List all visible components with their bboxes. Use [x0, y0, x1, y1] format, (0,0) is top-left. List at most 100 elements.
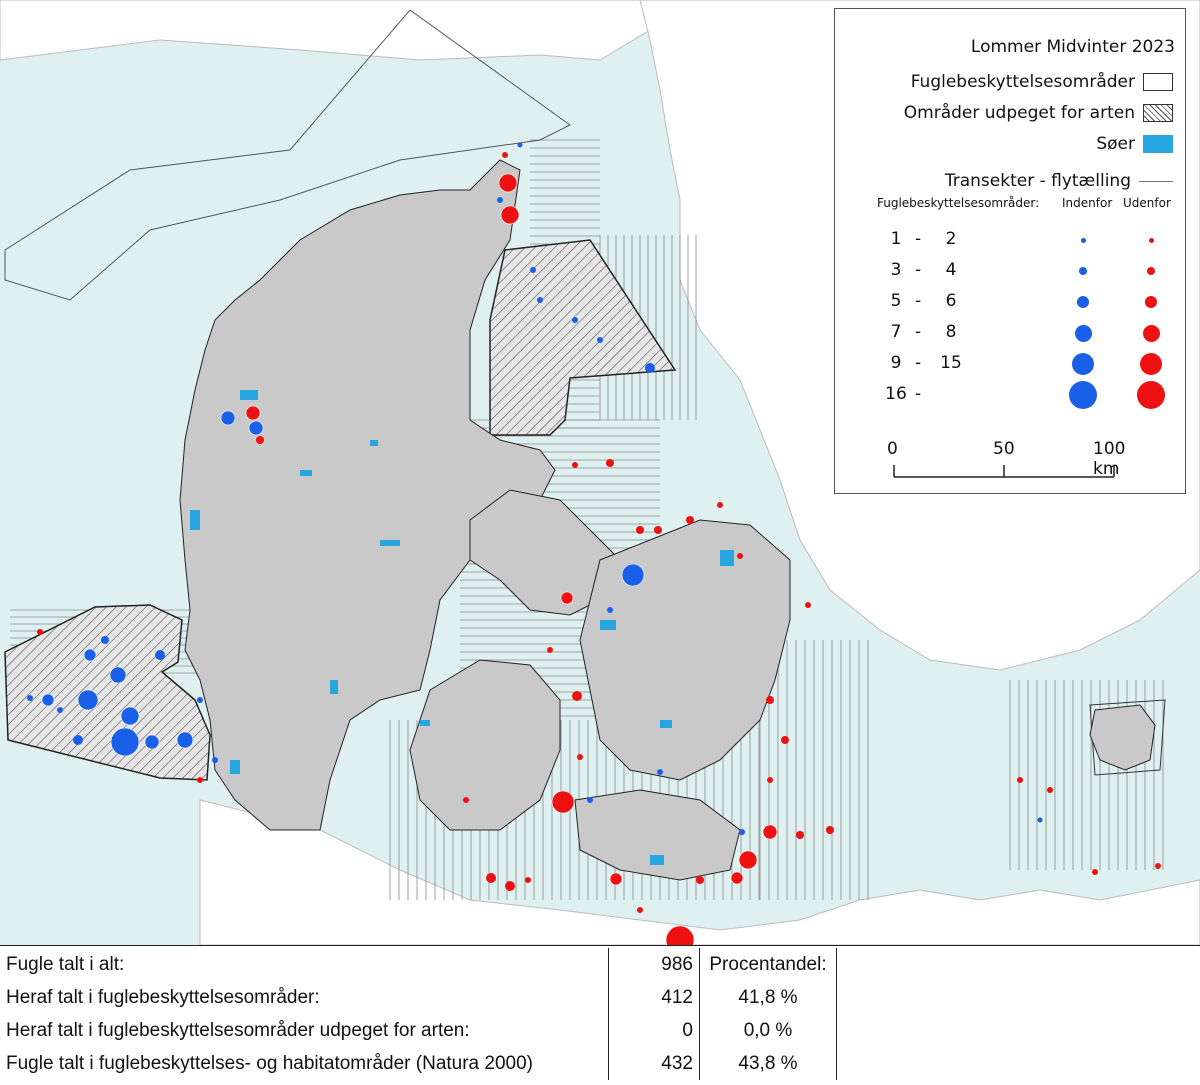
- bird-marker-inside: [220, 410, 236, 426]
- stats-percent: 0,0 %: [699, 1014, 837, 1047]
- bird-marker-outside: [498, 173, 518, 193]
- land-lolland-falster: [574, 789, 741, 881]
- bird-marker-inside: [27, 695, 33, 701]
- bird-marker-inside: [645, 363, 655, 373]
- bird-marker-inside: [497, 197, 503, 203]
- bird-marker-outside: [686, 516, 694, 524]
- bird-marker-outside: [572, 691, 582, 701]
- bird-marker-outside: [1155, 863, 1161, 869]
- bird-marker-inside: [197, 697, 203, 703]
- land-zealand: [579, 519, 791, 781]
- bird-marker-outside: [500, 205, 520, 225]
- bird-marker-inside: [73, 735, 83, 745]
- bird-marker-outside: [805, 602, 811, 608]
- bird-marker-outside: [737, 553, 743, 559]
- bird-marker-inside: [739, 829, 745, 835]
- bird-marker-outside: [609, 872, 623, 886]
- bird-marker-inside: [530, 267, 536, 273]
- bird-marker-inside: [607, 607, 613, 613]
- bird-marker-outside: [525, 877, 531, 883]
- bird-marker-inside: [621, 563, 645, 587]
- legend-lakes: Søer: [1096, 134, 1173, 154]
- bird-marker-outside: [762, 824, 778, 840]
- bird-marker-inside: [657, 769, 663, 775]
- bird-marker-outside: [551, 790, 575, 814]
- legend-lakes-label: Søer: [1096, 134, 1135, 154]
- stats-value: 0: [608, 1014, 700, 1047]
- class-upper: 6: [945, 291, 957, 311]
- bird-marker-outside: [730, 871, 744, 885]
- stats-row: Fugle talt i fuglebeskyttelses- og habit…: [0, 1047, 837, 1080]
- bird-marker-inside: [517, 142, 523, 148]
- bird-marker-outside: [606, 459, 614, 467]
- legend-class-row: 7- 8: [871, 322, 1171, 346]
- norway-land: [0, 0, 651, 61]
- bird-marker-outside: [654, 526, 662, 534]
- legend-dot-inside: [1072, 353, 1094, 375]
- class-dash: -: [915, 291, 922, 311]
- map-area[interactable]: Lommer Midvinter 2023 Fuglebeskyttelseso…: [0, 0, 1200, 945]
- lakes: [190, 390, 734, 865]
- bird-marker-outside: [696, 876, 704, 884]
- bird-marker-outside: [1017, 777, 1023, 783]
- bird-marker-inside: [597, 337, 603, 343]
- legend-class-row: 3- 4: [871, 260, 1171, 284]
- legend-spa: Fuglebeskyttelsesområder: [911, 72, 1173, 92]
- legend-title: Lommer Midvinter 2023: [970, 37, 1175, 57]
- class-lower: 7: [890, 322, 902, 342]
- bird-marker-outside: [738, 850, 758, 870]
- legend-dot-outside: [1142, 324, 1160, 342]
- bird-marker-outside: [796, 831, 804, 839]
- bird-marker-inside: [109, 666, 127, 684]
- scale-bar: 0 50 100 km: [887, 439, 1125, 479]
- bird-marker-inside: [41, 693, 55, 707]
- legend-spa-label: Fuglebeskyttelsesområder: [910, 72, 1135, 92]
- bird-marker-outside: [766, 696, 774, 704]
- scale-bar-line: [893, 465, 1115, 478]
- bird-marker-outside: [572, 462, 578, 468]
- legend-outside-header: Udenfor: [1123, 196, 1171, 210]
- map-legend: Lommer Midvinter 2023 Fuglebeskyttelseso…: [834, 8, 1186, 494]
- legend-dot-outside: [1137, 381, 1165, 409]
- bird-marker-inside: [248, 420, 264, 436]
- class-upper: 2: [945, 229, 957, 249]
- stats-row: Heraf talt i fuglebeskyttelsesområder: 41…: [0, 981, 837, 1014]
- designated-swatch: [1143, 104, 1173, 122]
- bird-marker-outside: [486, 873, 496, 883]
- stats-label: Heraf talt i fuglebeskyttelsesområder ud…: [0, 1014, 609, 1047]
- bird-marker-outside: [577, 754, 583, 760]
- bird-marker-outside: [505, 881, 515, 891]
- bird-markers: [27, 142, 1161, 945]
- stats-value: 432: [608, 1047, 700, 1080]
- stats-label: Heraf talt i fuglebeskyttelsesområder:: [0, 981, 609, 1014]
- bird-marker-outside: [197, 777, 203, 783]
- bird-marker-outside: [637, 907, 643, 913]
- stats-value: 412: [608, 981, 700, 1014]
- legend-dot-inside: [1077, 296, 1089, 308]
- bird-marker-inside: [572, 317, 578, 323]
- bird-marker-inside: [120, 706, 140, 726]
- bird-marker-outside: [463, 797, 469, 803]
- scale-label-0: 0: [887, 439, 898, 459]
- legend-dot-inside: [1074, 324, 1092, 342]
- land-bornholm: [1089, 704, 1156, 771]
- legend-class-row: 9-15: [871, 353, 1171, 377]
- bird-marker-outside: [717, 502, 723, 508]
- bird-marker-outside: [1092, 869, 1098, 875]
- designated-area-west: [4, 604, 211, 781]
- stats-label: Fugle talt i alt:: [0, 948, 609, 981]
- lake-swatch: [1143, 135, 1173, 153]
- bird-marker-outside: [1047, 787, 1053, 793]
- bird-marker-outside: [547, 647, 553, 653]
- class-lower: 16: [885, 384, 907, 404]
- legend-class-row: 1- 2: [871, 229, 1171, 253]
- stats-row: Heraf talt i fuglebeskyttelsesområder ud…: [0, 1014, 837, 1047]
- class-lower: 3: [890, 260, 902, 280]
- class-lower: 5: [890, 291, 902, 311]
- class-upper: 15: [940, 353, 962, 373]
- spa-skagerrak: [4, 9, 571, 301]
- bird-marker-inside: [1037, 817, 1043, 823]
- legend-transects-label: Transekter - flytælling: [944, 171, 1131, 191]
- bird-marker-outside: [826, 826, 834, 834]
- stats-percent: 43,8 %: [699, 1047, 837, 1080]
